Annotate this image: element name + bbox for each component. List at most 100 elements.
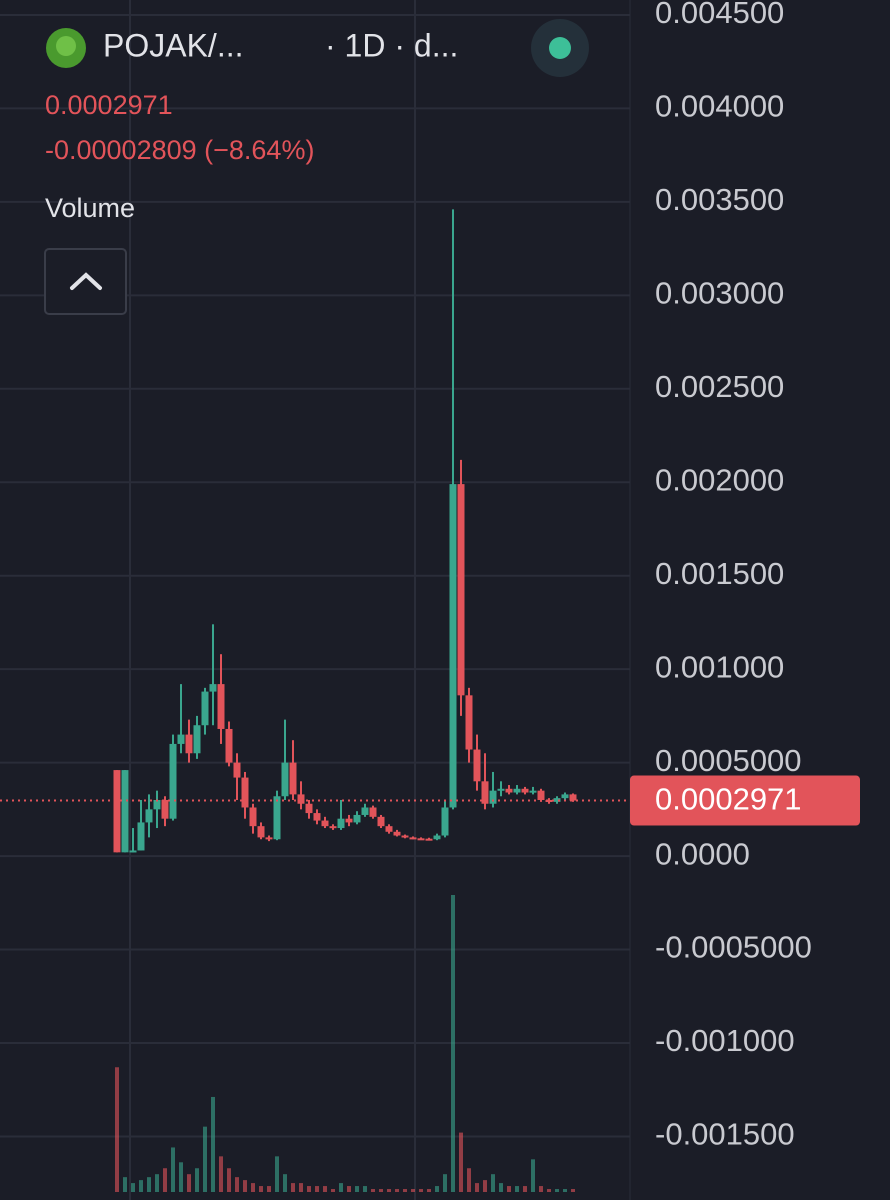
- volume-bar: [555, 1189, 559, 1192]
- volume-bar: [267, 1186, 271, 1192]
- volume-bar: [499, 1183, 503, 1192]
- volume-bar: [507, 1186, 511, 1192]
- plot: [113, 209, 577, 1192]
- volume-bar: [523, 1186, 527, 1192]
- volume-bar: [187, 1174, 191, 1192]
- pair-name: POJAK/...: [103, 27, 243, 63]
- y-tick-label: 0.002500: [655, 369, 784, 404]
- volume-bar: [227, 1168, 231, 1192]
- volume-bar: [475, 1183, 479, 1192]
- collapse-button[interactable]: [44, 248, 127, 315]
- candle-body: [473, 749, 481, 782]
- candle-body: [129, 850, 137, 853]
- volume-bar: [571, 1189, 575, 1192]
- candle-body: [553, 798, 561, 802]
- candle-body: [457, 484, 465, 696]
- candle-body: [169, 743, 177, 819]
- candle-body: [361, 807, 369, 815]
- last-price-label: 0.0002971: [655, 782, 802, 817]
- y-tick-label: -0.001000: [655, 1023, 795, 1058]
- volume-bar: [115, 1067, 119, 1192]
- volume-bar: [219, 1156, 223, 1192]
- candle-body: [377, 816, 385, 827]
- candle-body: [393, 831, 401, 836]
- candle-body: [209, 684, 217, 692]
- logo-face: [56, 36, 76, 56]
- candle-body: [265, 837, 273, 840]
- candle-body: [177, 734, 185, 744]
- candle-body: [505, 788, 513, 793]
- candle-body: [193, 725, 201, 754]
- volume-bar: [363, 1186, 367, 1192]
- volume-bar: [235, 1177, 239, 1192]
- volume-bar: [171, 1147, 175, 1192]
- candle-body: [425, 838, 433, 841]
- candle-body: [217, 684, 225, 729]
- candle-body: [481, 781, 489, 804]
- volume-bar: [419, 1189, 423, 1192]
- y-tick-label: 0.003000: [655, 276, 784, 311]
- volume-bar: [339, 1183, 343, 1192]
- candle-body: [449, 484, 457, 808]
- candle-body: [497, 788, 505, 791]
- volume-bar: [459, 1132, 463, 1192]
- interval: · 1D · d...: [325, 27, 458, 63]
- volume-bar: [563, 1189, 567, 1192]
- candle-body: [241, 777, 249, 808]
- volume-bar: [299, 1183, 303, 1192]
- volume-bar: [163, 1168, 167, 1192]
- volume-bar: [307, 1186, 311, 1192]
- volume-bar: [491, 1174, 495, 1192]
- candle-body: [121, 770, 129, 853]
- candle-body: [441, 807, 449, 836]
- candle-body: [513, 788, 521, 793]
- volume-bar: [155, 1174, 159, 1192]
- volume-bar: [131, 1183, 135, 1192]
- indicator-label: Volume: [45, 193, 135, 223]
- volume-bar: [251, 1183, 255, 1192]
- candle-body: [289, 762, 297, 795]
- candle-body: [313, 813, 321, 821]
- candle-body: [417, 838, 425, 841]
- volume-bar: [467, 1168, 471, 1192]
- candle-body: [433, 835, 441, 840]
- volume-bar: [179, 1162, 183, 1192]
- y-tick-label: 0.003500: [655, 182, 784, 217]
- volume-bar: [451, 895, 455, 1192]
- candle-body: [385, 826, 393, 832]
- candle-body: [305, 803, 313, 814]
- volume-bar: [371, 1189, 375, 1192]
- volume-bar: [323, 1186, 327, 1192]
- volume-bar: [347, 1186, 351, 1192]
- candle-body: [353, 814, 361, 823]
- y-tick-label: 0.001000: [655, 649, 784, 684]
- volume-bar: [275, 1156, 279, 1192]
- candle-body: [249, 807, 257, 827]
- candle-body: [185, 734, 193, 754]
- candle-body: [161, 800, 169, 819]
- candle-body: [153, 800, 161, 810]
- candle-body: [521, 788, 529, 793]
- candle-body: [529, 790, 537, 793]
- status-dot: [549, 37, 571, 59]
- volume-bar: [139, 1180, 143, 1192]
- volume-bar: [443, 1174, 447, 1192]
- candle-body: [145, 809, 153, 823]
- candle-body: [569, 794, 577, 801]
- y-tick-label: 0.0000: [655, 836, 750, 871]
- volume-bar: [355, 1186, 359, 1192]
- candle-body: [337, 818, 345, 829]
- volume-bar: [331, 1189, 335, 1192]
- volume-bar: [411, 1189, 415, 1192]
- candle-body: [273, 796, 281, 840]
- candle-body: [561, 794, 569, 799]
- candle-body: [113, 770, 121, 853]
- candle-body: [369, 807, 377, 817]
- candle-body: [465, 695, 473, 750]
- volume-bar: [211, 1096, 215, 1192]
- candle-body: [225, 728, 233, 763]
- candle-body: [329, 826, 337, 829]
